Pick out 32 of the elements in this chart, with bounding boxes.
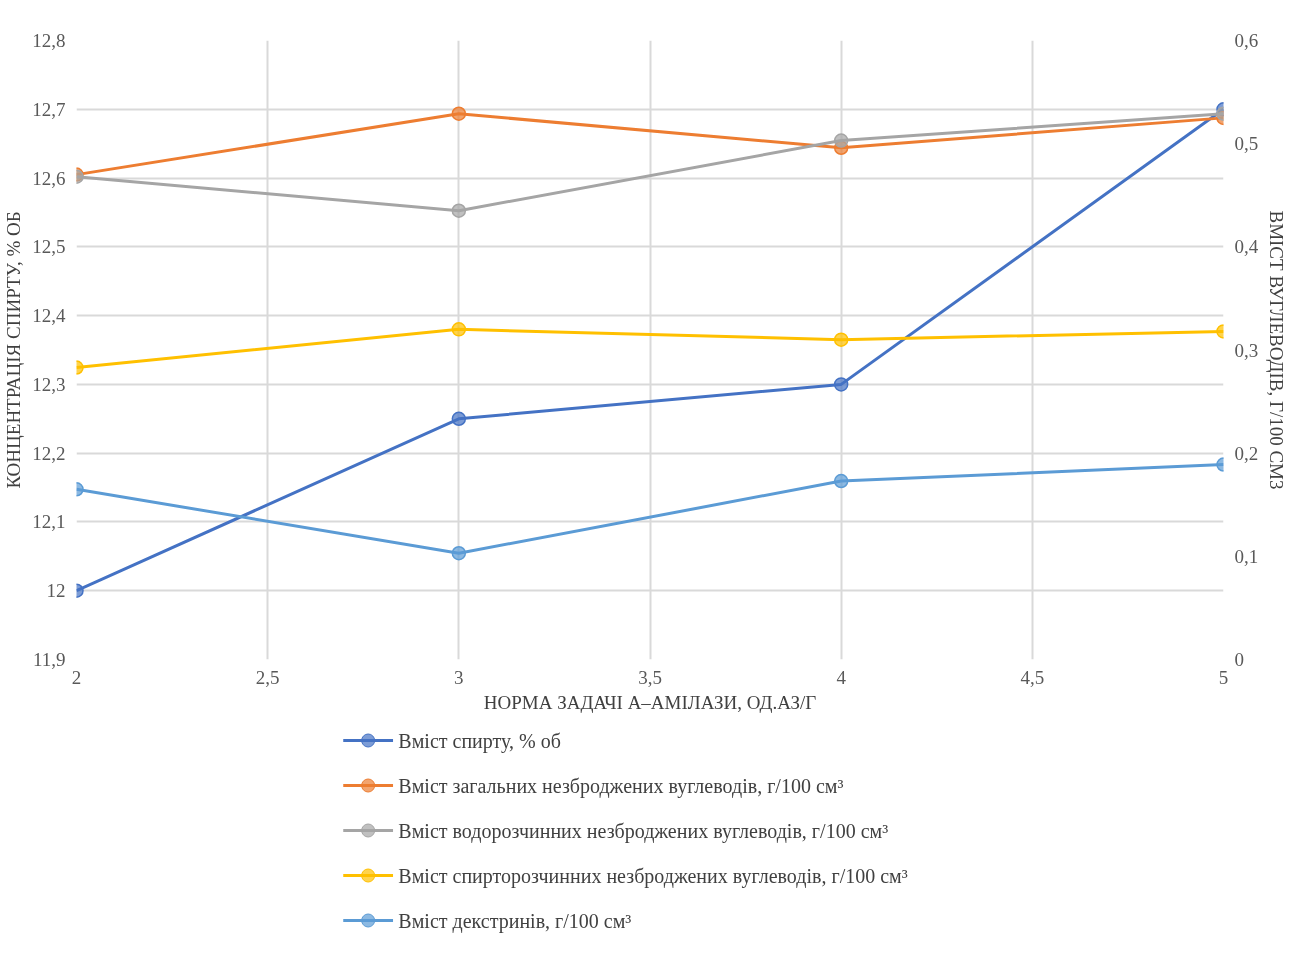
y-axis-title: КОНЦЕНТРАЦІЯ СПИРТУ, % ОБ	[3, 211, 25, 489]
legend-label: Вміст спирту, % об	[398, 729, 561, 753]
x-tick-label: 4	[836, 666, 847, 688]
y-tick-label: 12,1	[32, 511, 66, 533]
y-tick-label: 11,9	[32, 649, 66, 670]
y-tick-label: 12,6	[32, 167, 66, 189]
x-tick-label: 2	[71, 666, 82, 688]
legend-label: Вміст загальних незброджених вуглеводів, г/100 см³	[398, 774, 844, 798]
y-tick-label: 12,4	[32, 305, 66, 327]
y2-tick-label: 0,6	[1234, 30, 1259, 51]
x-tick-label: 3,5	[638, 666, 662, 688]
y2-tick-label: 0,1	[1234, 545, 1259, 567]
legend-label: Вміст водорозчинних незброджених вуглеводів, г/100 см³	[398, 819, 889, 843]
legend-label: Вміст декстринів, г/100 см³	[398, 909, 632, 933]
y-tick-label: 12,7	[32, 98, 66, 120]
x-tick-label: 5	[1218, 666, 1229, 688]
legend-label: Вміст спирторозчинних незброджених вуглеводів, г/100 см³	[398, 864, 908, 888]
y2-tick-label: 0,3	[1234, 339, 1259, 361]
y-tick-label: 12,2	[32, 442, 66, 464]
y-tick-label: 12,8	[32, 30, 66, 51]
x-tick-label: 4,5	[1020, 666, 1045, 688]
y2-tick-label: 0,4	[1234, 236, 1259, 258]
x-tick-label: 3	[454, 666, 464, 688]
y2-tick-label: 0	[1234, 649, 1244, 670]
y2-tick-label: 0,5	[1234, 133, 1259, 155]
y-tick-label: 12	[46, 580, 66, 602]
y-tick-label: 12,5	[32, 236, 66, 258]
y2-axis-title: ВМІСТ ВУГЛЕВОДІВ, Г/100 СМ3	[1266, 210, 1288, 490]
y2-tick-label: 0,2	[1234, 442, 1259, 464]
x-tick-label: 2,5	[255, 666, 280, 688]
x-axis-title: НОРМА ЗАДАЧІ А–АМІЛАЗИ, ОД.АЗ/Г	[483, 691, 817, 713]
y-tick-label: 12,3	[32, 373, 66, 395]
